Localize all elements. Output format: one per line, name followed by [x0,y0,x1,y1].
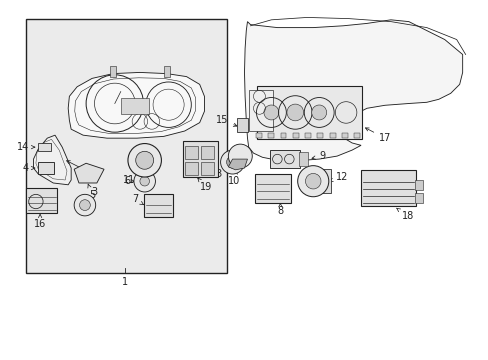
Bar [184,162,198,175]
Circle shape [264,105,278,120]
Bar [38,143,51,151]
Text: 8: 8 [277,203,283,216]
Polygon shape [244,20,462,161]
Bar [342,133,347,138]
Circle shape [136,151,153,169]
Bar [360,170,415,206]
Bar [270,150,300,168]
Circle shape [134,170,155,192]
Bar [26,188,57,213]
Text: 13: 13 [211,167,227,179]
Bar [317,133,323,138]
Bar [292,133,298,138]
Text: 2: 2 [66,161,98,180]
Text: 1: 1 [122,277,128,287]
Bar [110,67,116,77]
Bar [255,133,261,138]
Circle shape [286,104,303,121]
Bar [354,133,360,138]
Polygon shape [74,163,104,183]
Text: 18: 18 [396,208,413,221]
Circle shape [228,144,252,168]
Bar [184,146,198,159]
Bar [183,141,217,177]
Bar [201,162,214,175]
Bar [255,174,290,203]
Text: 11: 11 [122,170,139,185]
Bar [237,118,247,132]
Text: 12: 12 [329,172,347,182]
Bar [121,98,149,114]
Circle shape [305,174,320,189]
Bar [267,133,274,138]
Bar [313,169,330,193]
Text: 3: 3 [88,187,97,201]
Text: 16: 16 [34,214,46,229]
Circle shape [297,166,328,197]
Bar [298,152,308,166]
Bar [163,67,169,77]
Circle shape [128,144,161,177]
Text: 14: 14 [17,142,35,152]
Circle shape [80,200,90,211]
Bar [414,193,422,203]
Text: 9: 9 [311,151,325,161]
Bar [329,133,335,138]
Bar [38,162,54,174]
Polygon shape [68,72,204,138]
Circle shape [311,105,326,120]
Bar [201,146,214,159]
Circle shape [74,194,96,216]
Bar [248,90,272,131]
Bar [26,19,226,273]
Circle shape [140,176,149,186]
Bar [144,194,172,217]
Bar [414,180,422,190]
Text: 17: 17 [365,128,390,143]
Text: 7: 7 [132,194,143,205]
Text: 10: 10 [227,171,240,186]
Text: 15: 15 [216,115,237,126]
Bar [257,86,361,139]
Circle shape [226,156,238,168]
Text: 19: 19 [198,178,211,192]
Text: 6: 6 [124,176,134,186]
Circle shape [220,150,244,174]
Polygon shape [228,159,247,170]
Bar [305,133,310,138]
Bar [280,133,286,138]
Polygon shape [34,135,71,185]
Text: 4: 4 [22,163,35,173]
Text: 5: 5 [88,184,95,199]
